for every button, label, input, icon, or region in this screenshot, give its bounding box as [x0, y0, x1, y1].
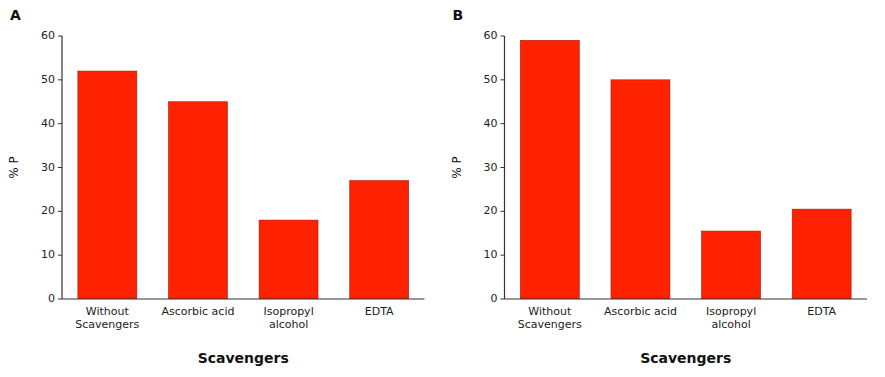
bar — [78, 71, 137, 299]
y-tick — [501, 36, 505, 37]
y-axis-label: % P — [7, 156, 21, 178]
bar — [520, 40, 579, 299]
panel-label: A — [10, 7, 21, 23]
x-tick-label-line: Without — [528, 305, 572, 318]
chart-root: 0102030405060WithoutScavengersAscorbic a… — [0, 0, 885, 377]
y-tick — [501, 123, 505, 124]
x-axis-line — [62, 298, 425, 299]
y-tick-label: 30 — [41, 161, 55, 174]
y-tick — [58, 79, 62, 80]
y-tick-label: 20 — [484, 204, 498, 217]
y-tick-label: 60 — [484, 29, 498, 42]
y-tick — [501, 299, 505, 300]
x-tick-label-line: alcohol — [269, 318, 308, 331]
x-axis-label: Scavengers — [198, 350, 289, 366]
x-tick-label: WithoutScavengers — [518, 305, 582, 331]
y-tick-label: 50 — [484, 73, 498, 86]
y-tick-label: 60 — [41, 29, 55, 42]
x-tick-label: Isopropylalcohol — [706, 305, 756, 331]
y-tick — [58, 299, 62, 300]
panel: 0102030405060WithoutScavengersAscorbic a… — [7, 7, 425, 366]
y-tick-label: 10 — [484, 248, 498, 261]
y-tick-label: 20 — [41, 204, 55, 217]
y-tick-label: 0 — [48, 292, 55, 305]
x-tick-label-line: Scavengers — [518, 318, 582, 331]
y-tick — [58, 211, 62, 212]
x-tick-label-line: Isopropyl — [706, 305, 756, 318]
x-tick-label: Ascorbic acid — [604, 305, 677, 318]
y-tick — [501, 211, 505, 212]
y-tick — [501, 167, 505, 168]
x-tick-label: WithoutScavengers — [75, 305, 139, 331]
x-tick-label: Ascorbic acid — [161, 305, 234, 318]
y-tick-label: 0 — [491, 292, 498, 305]
x-axis-label: Scavengers — [640, 350, 731, 366]
y-tick — [58, 36, 62, 37]
x-tick-label-line: Without — [86, 305, 130, 318]
panel-label: B — [453, 7, 464, 23]
y-tick-label: 30 — [484, 161, 498, 174]
x-tick-label: EDTA — [365, 305, 394, 318]
bars — [78, 71, 409, 299]
x-tick-label-line: alcohol — [711, 318, 750, 331]
y-tick-label: 40 — [484, 117, 498, 130]
bar — [168, 102, 227, 299]
y-axis-label: % P — [450, 156, 464, 178]
y-tick — [501, 79, 505, 80]
bars — [520, 40, 851, 299]
bar — [792, 209, 851, 299]
bar — [350, 181, 409, 299]
y-tick-label: 40 — [41, 117, 55, 130]
y-tick — [58, 167, 62, 168]
x-tick-label: Isopropylalcohol — [263, 305, 313, 331]
y-tick-label: 10 — [41, 248, 55, 261]
x-tick-label-line: Isopropyl — [263, 305, 313, 318]
y-tick — [58, 255, 62, 256]
y-tick — [58, 123, 62, 124]
bar — [259, 220, 318, 299]
y-tick-label: 50 — [41, 73, 55, 86]
panel: 0102030405060WithoutScavengersAscorbic a… — [450, 7, 868, 366]
y-tick — [501, 255, 505, 256]
x-axis-line — [505, 298, 868, 299]
x-tick-label-line: Scavengers — [75, 318, 139, 331]
bar — [702, 231, 761, 299]
bar — [611, 80, 670, 299]
x-tick-label: EDTA — [807, 305, 836, 318]
